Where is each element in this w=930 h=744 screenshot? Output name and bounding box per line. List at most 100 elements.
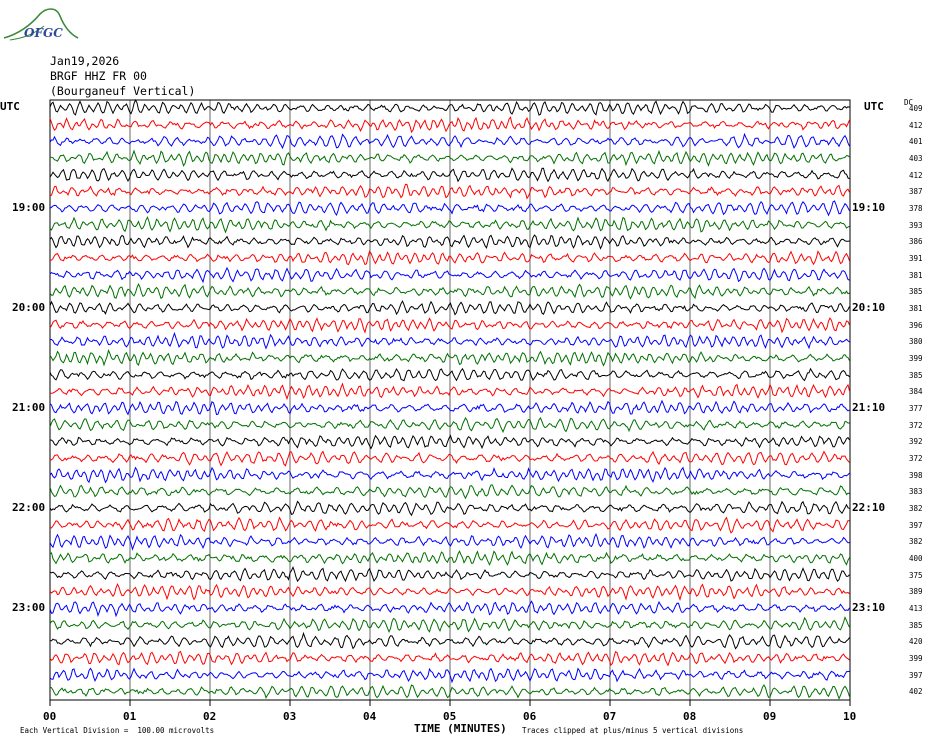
dc-offset-value: 381: [909, 304, 923, 314]
x-tick-label: 05: [443, 710, 457, 723]
footer-scale-note: Each Vertical Division = 100.00 microvol…: [20, 726, 215, 735]
trace-line: [49, 565, 850, 583]
utc-left-label: UTC: [0, 100, 20, 113]
dc-offset-value: 413: [909, 604, 923, 614]
trace-line: [49, 382, 850, 401]
x-tick-label: 09: [763, 710, 777, 723]
trace-line: [49, 348, 850, 367]
dc-offset-value: 385: [909, 620, 923, 630]
dc-offset-value: 409: [909, 104, 923, 113]
trace-line: [49, 667, 850, 684]
x-tick-label: 04: [363, 710, 377, 723]
dc-offset-value: 385: [909, 287, 923, 297]
trace-line: [49, 516, 850, 534]
dc-offset-value: 403: [909, 154, 923, 163]
trace-line: [49, 616, 850, 634]
left-time-label: 22:00: [12, 501, 46, 515]
dc-offset-value: 377: [909, 404, 923, 414]
dc-offset-value: 378: [909, 204, 923, 214]
dc-offset-value: 385: [909, 370, 923, 380]
trace-line: [49, 149, 850, 167]
left-time-label: 21:00: [12, 401, 46, 415]
right-time-label: 23:10: [852, 601, 886, 615]
trace-line: [49, 98, 850, 116]
trace-line: [49, 399, 850, 416]
left-time-label: 23:00: [12, 601, 46, 615]
dc-offset-value: 391: [909, 254, 923, 264]
header-date: Jan19,2026: [50, 54, 120, 68]
trace-line: [49, 500, 850, 517]
header-location: (Bourganeuf Vertical): [50, 84, 196, 98]
trace-line: [49, 466, 850, 484]
trace-line: [49, 266, 850, 284]
x-tick-label: 02: [203, 710, 217, 723]
trace-line: [49, 600, 850, 618]
trace-line: [49, 167, 850, 183]
dc-offset-value: 372: [909, 454, 923, 464]
dc-offset-value: 381: [909, 270, 923, 280]
right-time-label: 19:10: [852, 201, 886, 215]
trace-line: [49, 367, 850, 382]
dc-offset-value: 383: [909, 487, 923, 497]
x-tick-label: 08: [683, 710, 697, 723]
dc-offset-value: 396: [909, 320, 923, 330]
dc-offset-value: 399: [909, 654, 923, 664]
trace-line: [49, 299, 850, 316]
dc-offset-value: 382: [909, 504, 923, 514]
trace-line: [49, 200, 850, 217]
dc-offset-value: 402: [909, 687, 923, 697]
utc-right-label: UTC: [864, 100, 884, 113]
trace-line: [49, 434, 850, 450]
dc-offset-value: 400: [909, 554, 923, 564]
dc-offset-value: 372: [909, 420, 923, 430]
dc-offset-value: 392: [909, 437, 923, 447]
trace-line: [49, 183, 850, 200]
trace-line: [49, 317, 850, 334]
dc-offset-value: 412: [909, 120, 923, 130]
dc-offset-value: 387: [909, 187, 923, 197]
dc-offset-value: 384: [909, 387, 923, 397]
trace-line: [49, 250, 850, 266]
x-tick-label: 03: [283, 710, 297, 723]
ofgc-logo: [3, 8, 79, 41]
trace-line: [49, 684, 850, 700]
dc-offset-value: 412: [909, 170, 923, 180]
dc-label: DC: [904, 98, 914, 107]
dc-offset-value: 420: [909, 637, 923, 647]
trace-line: [49, 650, 850, 667]
trace-line: [49, 417, 850, 434]
dc-offset-value: 393: [909, 220, 923, 230]
x-axis-label: TIME (MINUTES): [414, 722, 507, 735]
dc-offset-value: 386: [909, 237, 923, 247]
trace-line: [49, 484, 850, 500]
dc-offset-value: 397: [909, 670, 923, 680]
trace-line: [50, 631, 850, 650]
x-tick-label: 00: [43, 710, 57, 723]
trace-line: [49, 116, 850, 134]
dc-offset-value: 380: [909, 337, 923, 347]
dc-offset-value: 389: [909, 587, 923, 597]
header-station: BRGF HHZ FR 00: [50, 69, 147, 83]
x-tick-label: 10: [843, 710, 857, 723]
dc-offset-value: 382: [909, 537, 923, 547]
right-time-label: 21:10: [852, 401, 886, 415]
right-time-label: 20:10: [852, 301, 886, 315]
dc-offset-value: 398: [909, 470, 923, 480]
dc-offset-value: 401: [909, 137, 923, 147]
dc-offset-value: 375: [909, 570, 923, 580]
dc-offset-value: 397: [909, 520, 923, 530]
trace-line: [49, 132, 850, 150]
trace-line: [49, 550, 850, 566]
trace-line: [49, 450, 850, 467]
trace-line: [49, 282, 850, 300]
trace-line: [50, 331, 850, 350]
left-time-label: 19:00: [12, 201, 46, 215]
logo-text: OFGC: [24, 26, 63, 40]
trace-line: [49, 532, 850, 551]
x-tick-label: 06: [523, 710, 537, 723]
dc-offset-value: 399: [909, 354, 923, 364]
trace-line: [49, 216, 850, 234]
left-time-label: 20:00: [12, 301, 46, 315]
trace-line: [49, 582, 850, 602]
